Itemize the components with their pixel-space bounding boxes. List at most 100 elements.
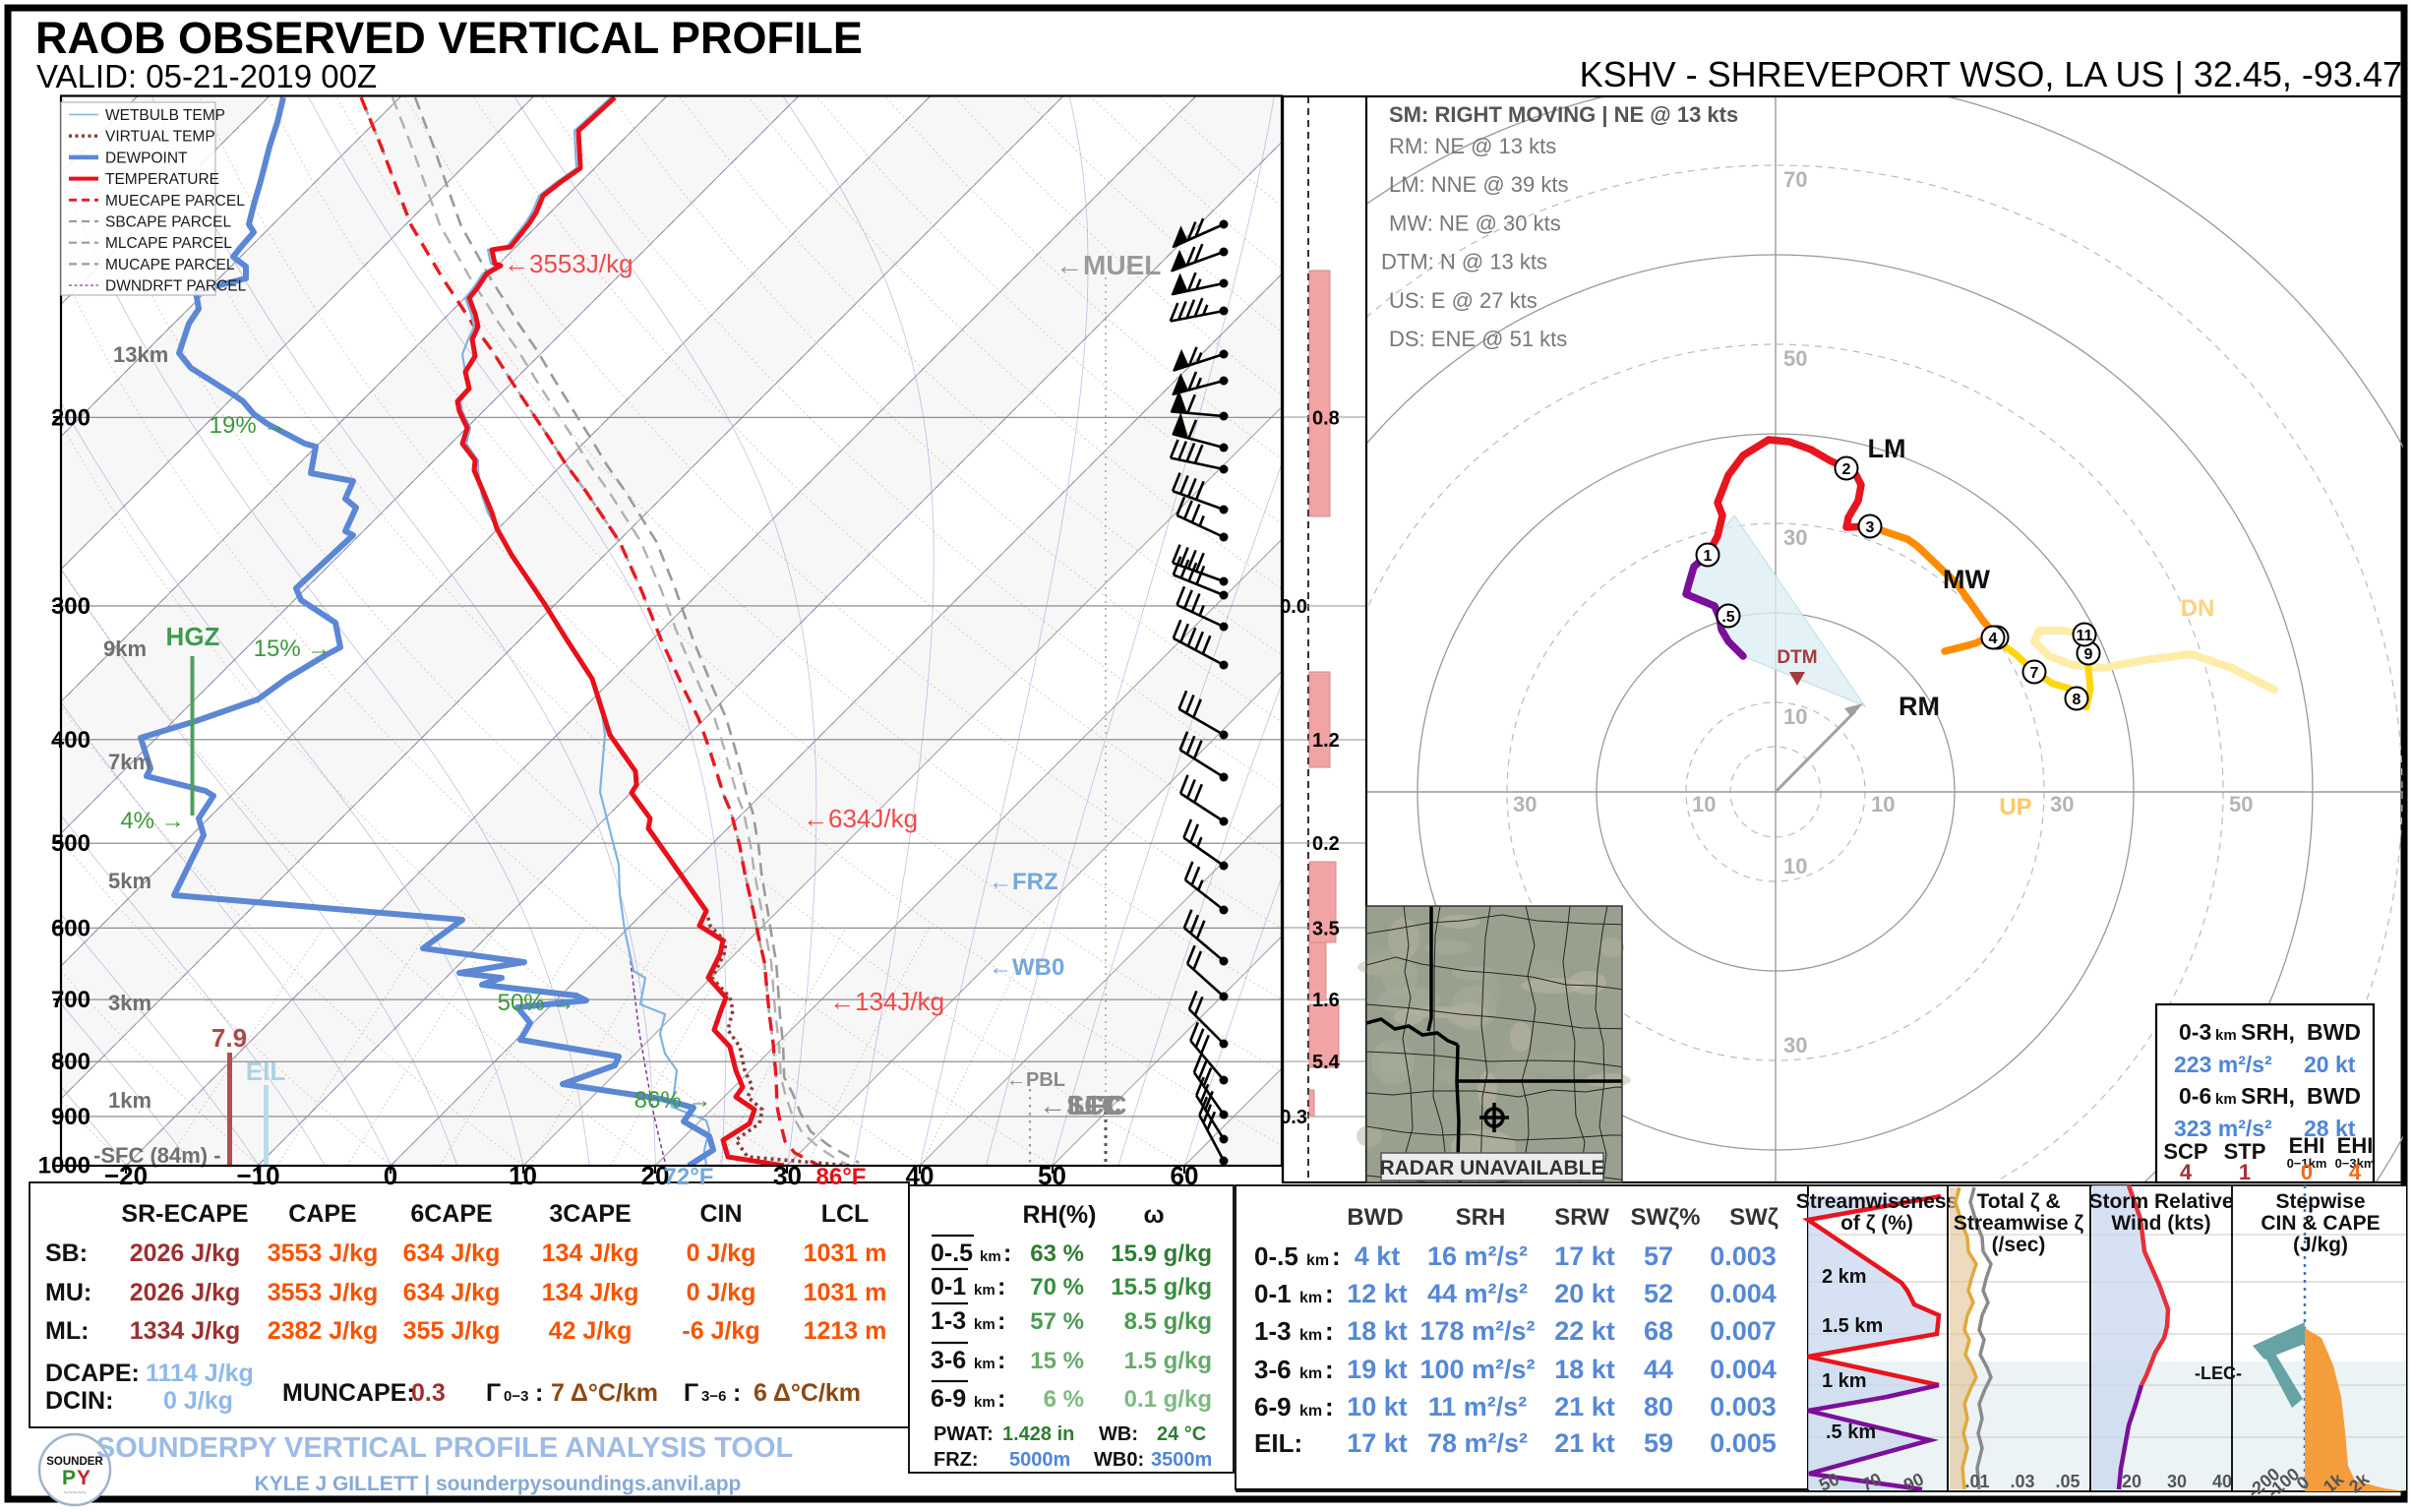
- svg-text:MUNCAPE:: MUNCAPE:: [282, 1379, 415, 1407]
- svg-text:634 J/kg: 634 J/kg: [403, 1240, 501, 1267]
- svg-text:KYLE J GILLETT | sounderpysoun: KYLE J GILLETT | sounderpysoundings.anvi…: [255, 1473, 742, 1495]
- svg-text:←634J/kg: ←634J/kg: [803, 804, 918, 833]
- svg-text:km: km: [1306, 1252, 1329, 1269]
- svg-text:8.5 g/kg: 8.5 g/kg: [1124, 1308, 1212, 1335]
- svg-text:2 km: 2 km: [1822, 1266, 1867, 1288]
- svg-text:20: 20: [2122, 1472, 2141, 1491]
- svg-text:EHI: EHI: [2289, 1133, 2325, 1158]
- svg-text:30: 30: [1783, 1033, 1807, 1058]
- svg-text:0.8: 0.8: [1312, 407, 1340, 429]
- svg-text:←134J/kg: ←134J/kg: [829, 987, 944, 1016]
- svg-text:10: 10: [1783, 854, 1807, 878]
- svg-text:←SFC: ←SFC: [1039, 1090, 1121, 1120]
- svg-text:0: 0: [384, 1161, 397, 1190]
- svg-text:Γ: Γ: [684, 1379, 698, 1407]
- svg-text:.05: .05: [2055, 1472, 2080, 1491]
- svg-text:15 %: 15 %: [1030, 1348, 1084, 1374]
- svg-text:-6 J/kg: -6 J/kg: [682, 1317, 759, 1345]
- svg-text:LM: LM: [1868, 434, 1906, 463]
- svg-text:2026 J/kg: 2026 J/kg: [130, 1279, 241, 1306]
- svg-text:0.1 g/kg: 0.1 g/kg: [1124, 1386, 1212, 1413]
- svg-text:-LEC-: -LEC-: [2195, 1363, 2242, 1383]
- svg-text:km: km: [1299, 1403, 1322, 1420]
- svg-text:0.004: 0.004: [1710, 1355, 1777, 1384]
- svg-text:DS: ENE @ 51 kts: DS: ENE @ 51 kts: [1389, 327, 1567, 351]
- svg-text:SWζ%: SWζ%: [1630, 1204, 1700, 1231]
- svg-text:BWD: BWD: [2307, 1019, 2361, 1045]
- svg-text:17 kt: 17 kt: [1347, 1428, 1408, 1458]
- svg-text:2382 J/kg: 2382 J/kg: [268, 1317, 379, 1345]
- svg-text:0−3km: 0−3km: [2335, 1156, 2376, 1171]
- svg-text:20 kt: 20 kt: [2304, 1052, 2356, 1077]
- svg-text:50: 50: [2229, 792, 2253, 816]
- svg-text:1-3: 1-3: [1254, 1316, 1292, 1346]
- svg-text:~~~~~: ~~~~~: [63, 1488, 87, 1497]
- svg-text::: :: [1325, 1316, 1334, 1346]
- svg-text:30: 30: [2050, 792, 2074, 816]
- svg-text:SM: RIGHT MOVING | NE @ 13 kts: SM: RIGHT MOVING | NE @ 13 kts: [1389, 102, 1738, 127]
- svg-text:of ζ (%): of ζ (%): [1840, 1212, 1913, 1235]
- svg-text:LFC: LFC: [1073, 1090, 1126, 1120]
- svg-text:BWD: BWD: [1347, 1204, 1403, 1231]
- svg-text:0−3: 0−3: [504, 1388, 528, 1405]
- svg-text:−10: −10: [236, 1161, 279, 1190]
- svg-text:1031 m: 1031 m: [804, 1279, 887, 1306]
- svg-text:DCIN:: DCIN:: [45, 1387, 113, 1415]
- svg-text:km: km: [974, 1282, 995, 1299]
- svg-text:1213 m: 1213 m: [804, 1317, 887, 1345]
- svg-text:7.9: 7.9: [211, 1023, 247, 1053]
- svg-text:11: 11: [2077, 628, 2093, 644]
- svg-text:VIRTUAL TEMP: VIRTUAL TEMP: [105, 129, 215, 146]
- svg-text:WETBULB TEMP: WETBULB TEMP: [105, 107, 225, 124]
- svg-text:(/sec): (/sec): [1992, 1234, 2046, 1256]
- svg-text:10: 10: [1783, 704, 1807, 729]
- svg-text:42 J/kg: 42 J/kg: [549, 1317, 633, 1345]
- svg-text:P: P: [62, 1467, 76, 1489]
- svg-text:1.428 in: 1.428 in: [1002, 1423, 1074, 1445]
- svg-text:3: 3: [1866, 519, 1875, 536]
- svg-text:7: 7: [2030, 665, 2039, 682]
- svg-text::: :: [1325, 1279, 1334, 1308]
- svg-text:−20: −20: [104, 1161, 148, 1190]
- svg-text:0-.5: 0-.5: [1254, 1241, 1298, 1271]
- svg-text:RM: RM: [1899, 692, 1940, 721]
- svg-text:.5: .5: [1721, 609, 1734, 626]
- svg-text:57: 57: [1644, 1241, 1673, 1271]
- svg-text:0.3: 0.3: [1280, 1107, 1307, 1128]
- svg-text:DCAPE:: DCAPE:: [45, 1360, 140, 1387]
- svg-text::: :: [1003, 1240, 1011, 1267]
- svg-text:40: 40: [906, 1161, 935, 1190]
- svg-text:EIL: EIL: [246, 1057, 286, 1086]
- svg-text:LM: NNE @ 39 kts: LM: NNE @ 39 kts: [1389, 172, 1569, 197]
- svg-text:ω: ω: [1143, 1201, 1164, 1229]
- svg-text::: :: [1332, 1241, 1341, 1271]
- svg-text:50% →: 50% →: [498, 990, 575, 1016]
- svg-text::: :: [1325, 1392, 1334, 1421]
- svg-text:0.003: 0.003: [1710, 1241, 1777, 1271]
- svg-text:SOUNDERPY VERTICAL PROFILE ANA: SOUNDERPY VERTICAL PROFILE ANALYSIS TOOL: [96, 1432, 793, 1464]
- svg-text:0.005: 0.005: [1710, 1428, 1777, 1458]
- svg-text:134 J/kg: 134 J/kg: [542, 1279, 639, 1306]
- svg-text:FRZ:: FRZ:: [934, 1449, 979, 1471]
- svg-text:10: 10: [509, 1161, 537, 1190]
- svg-text:2026 J/kg: 2026 J/kg: [130, 1240, 241, 1267]
- svg-text:16 m²/s²: 16 m²/s²: [1427, 1241, 1528, 1271]
- svg-text:Storm Relative: Storm Relative: [2088, 1190, 2233, 1213]
- svg-text:9km: 9km: [103, 636, 147, 661]
- svg-text:LCL: LCL: [821, 1200, 870, 1228]
- svg-text:0.2: 0.2: [1312, 833, 1340, 855]
- svg-text:20: 20: [641, 1161, 670, 1190]
- svg-text:.5 km: .5 km: [1826, 1421, 1876, 1443]
- svg-text:4: 4: [2180, 1160, 2193, 1184]
- svg-text:6 Δ°C/km: 6 Δ°C/km: [754, 1379, 861, 1407]
- svg-text:22 kt: 22 kt: [1554, 1316, 1615, 1346]
- svg-text:RM: NE @ 13 kts: RM: NE @ 13 kts: [1389, 134, 1556, 158]
- svg-text:30: 30: [1783, 525, 1807, 550]
- svg-text:634 J/kg: 634 J/kg: [403, 1279, 501, 1306]
- svg-text:1: 1: [1704, 548, 1713, 565]
- svg-text:km: km: [2215, 1027, 2237, 1044]
- svg-text:RH(%): RH(%): [1023, 1201, 1097, 1229]
- svg-text:178 m²/s²: 178 m²/s²: [1419, 1316, 1535, 1346]
- svg-text:0: 0: [2301, 1160, 2313, 1184]
- svg-text:Stepwise: Stepwise: [2275, 1190, 2365, 1213]
